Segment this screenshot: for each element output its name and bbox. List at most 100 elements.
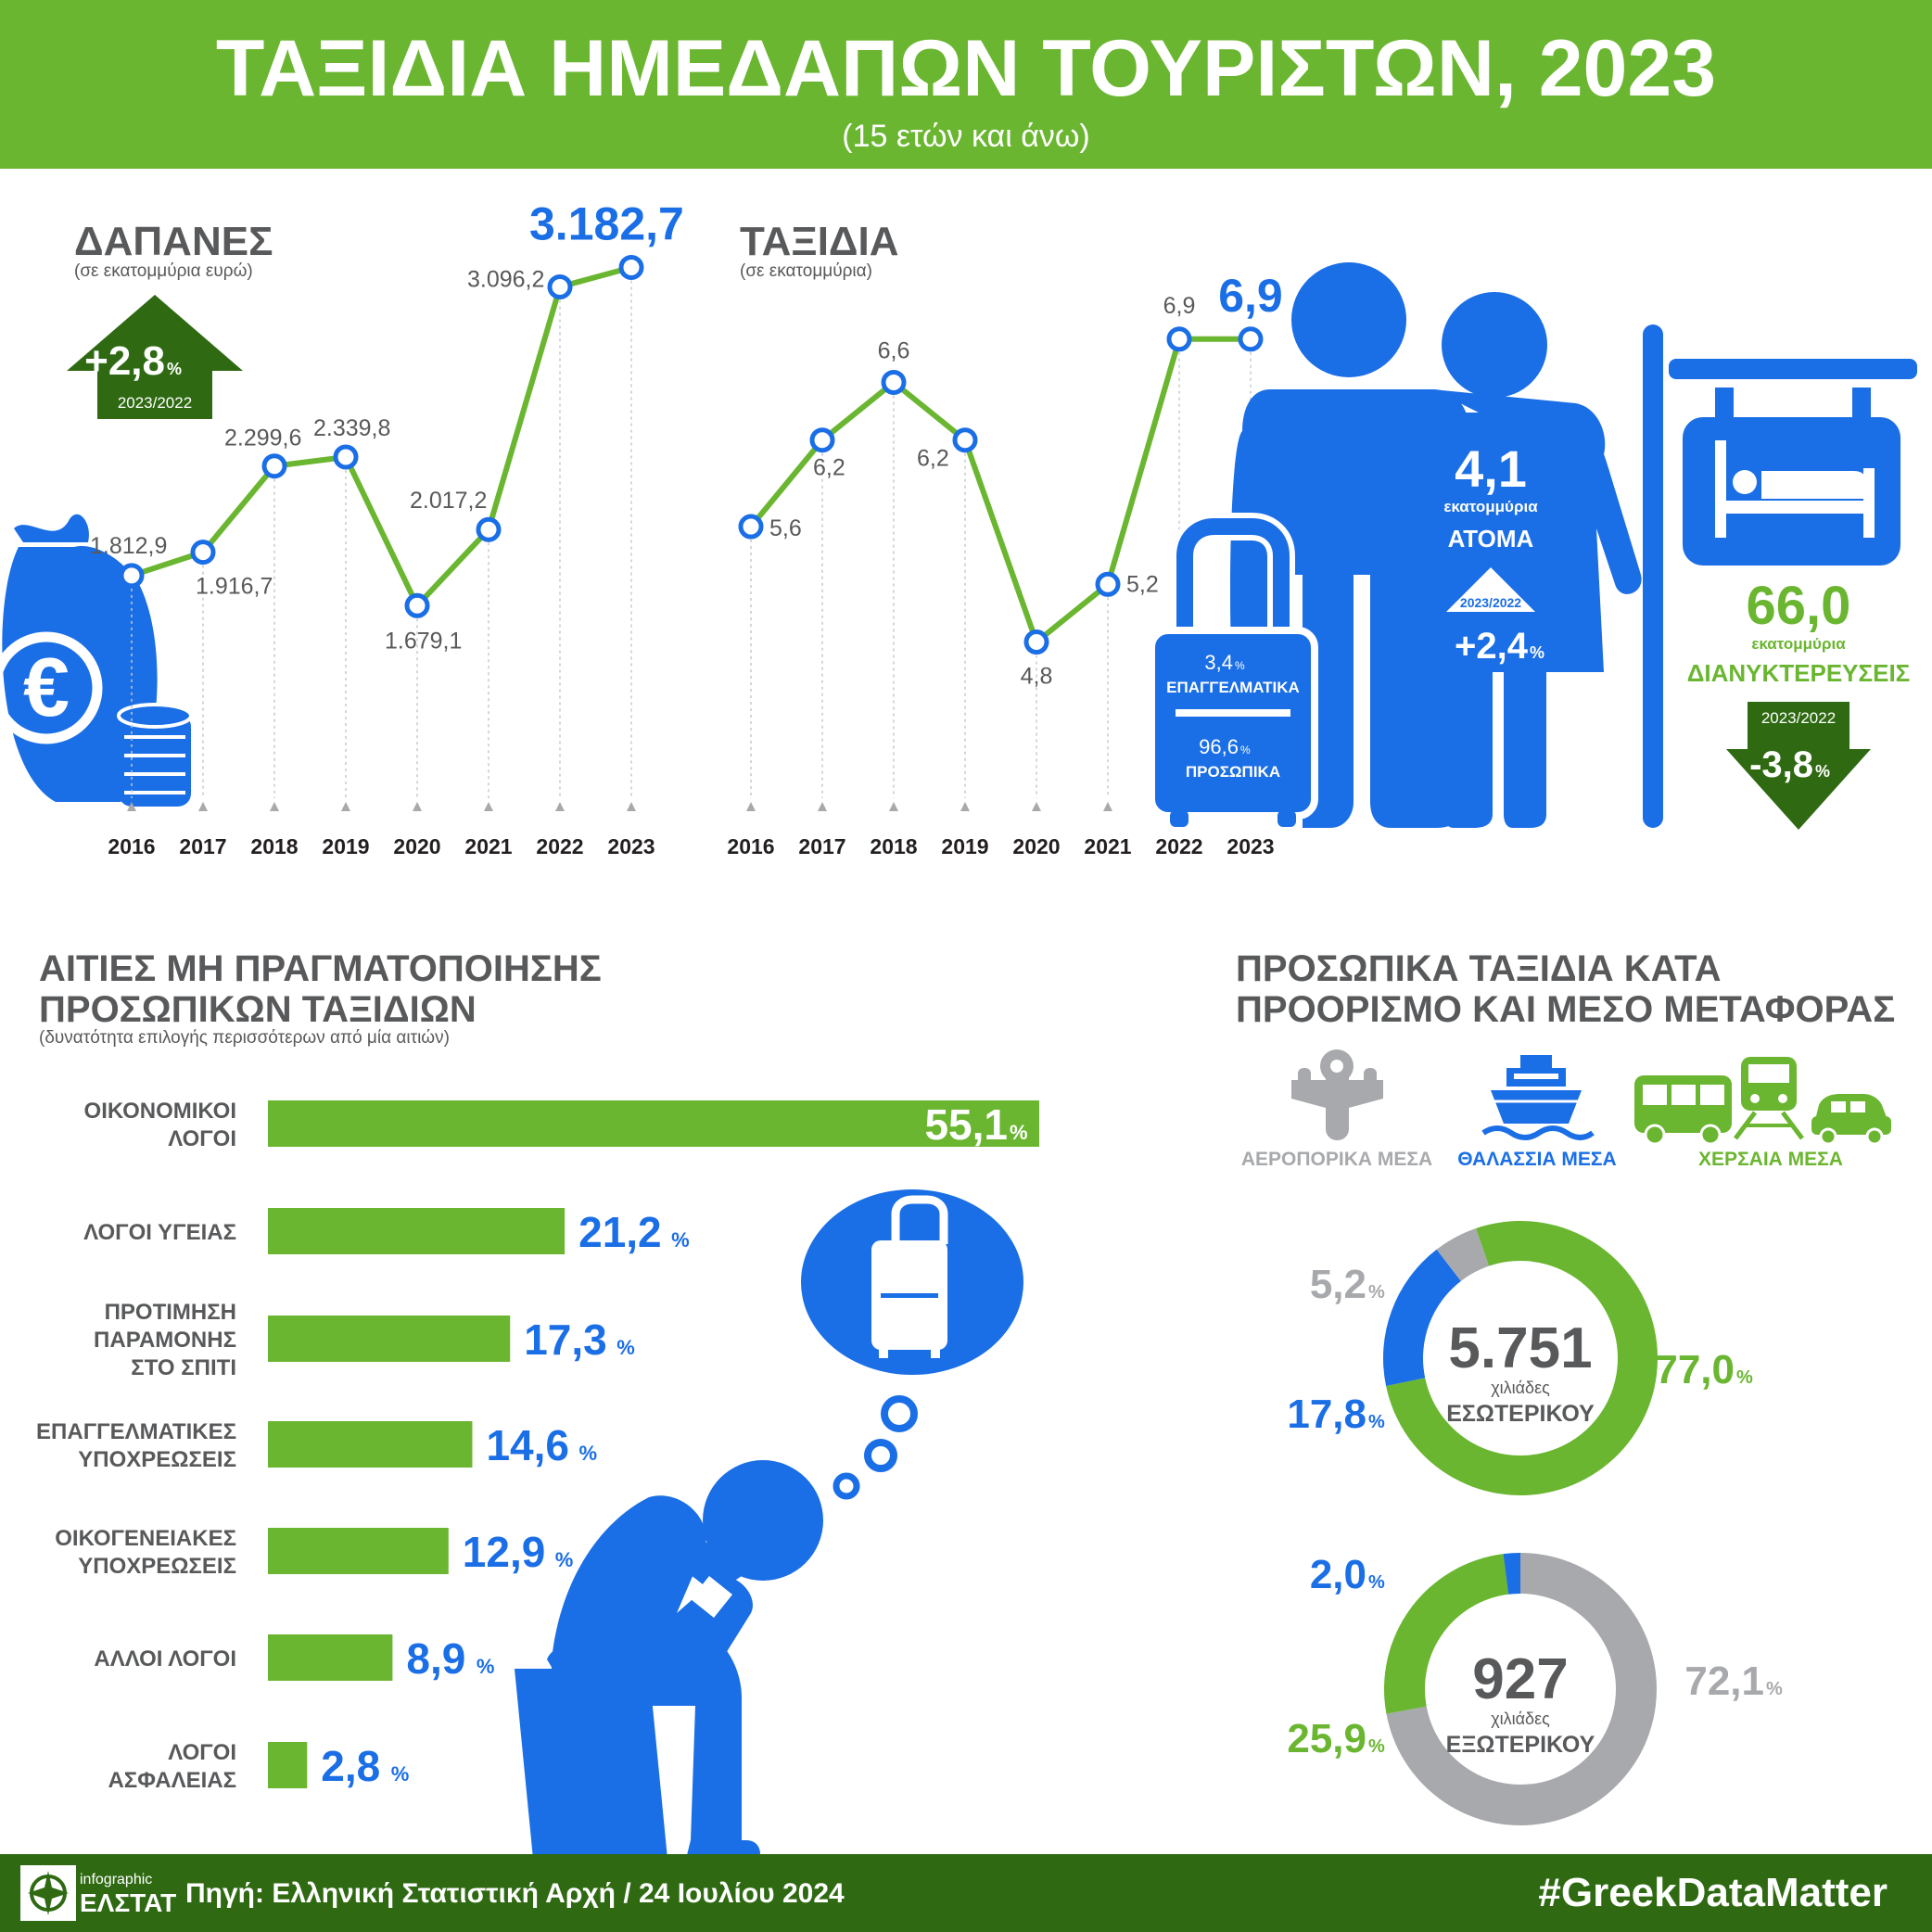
data-point	[952, 427, 978, 453]
coins-icon	[117, 703, 193, 807]
bar-value-unit: %	[1010, 1121, 1028, 1144]
overnights-unit: εκατομμύρια	[1751, 635, 1846, 653]
trips-title: ΤΑΞΙΔΙΑ	[740, 219, 899, 264]
bus-icon	[1634, 1075, 1732, 1146]
category-label: ΛΟΓΟΙ	[168, 1126, 236, 1151]
data-point	[809, 427, 835, 453]
donut-center-unit: χιλιάδες	[1491, 1379, 1550, 1397]
svg-text:€: €	[23, 642, 70, 734]
overnights-change-period: 2023/2022	[1761, 709, 1836, 727]
legend-sea-label: ΘΑΛΑΣΣΙΑ ΜΕΣΑ	[1457, 1149, 1616, 1170]
data-point	[738, 514, 764, 540]
data-label: 3.182,7	[529, 197, 684, 249]
donut-slice	[1436, 1227, 1489, 1281]
donut-value-label: 17,8	[1287, 1392, 1366, 1437]
spending-change-period: 2023/2022	[118, 394, 192, 412]
axis-tick-marker	[1103, 802, 1112, 811]
legend-land-label: ΧΕΡΣΑΙΑ ΜΕΣΑ	[1698, 1149, 1843, 1170]
logo-bottom-text: ΕΛΣΤΑΤ	[80, 1888, 176, 1917]
bar-value-label: 2,8	[321, 1742, 380, 1790]
axis-tick-marker	[484, 802, 493, 811]
car-icon	[1811, 1094, 1891, 1146]
axis-tick-marker	[889, 802, 898, 811]
x-tick-label: 2023	[1227, 834, 1274, 858]
data-label: 1.916,7	[196, 574, 273, 600]
donut-value-unit: %	[1368, 1572, 1385, 1593]
data-label: 6,9	[1218, 270, 1283, 322]
donut-slice	[1386, 1221, 1658, 1495]
bar-value-unit: %	[391, 1762, 410, 1786]
donut-center-value: 927	[1472, 1647, 1568, 1711]
personal-share-label: ΠΡΟΣΩΠΙΚΑ	[1186, 763, 1280, 781]
data-point	[333, 444, 359, 470]
donut-center-label: ΕΣΩΤΕΡΙΚΟΥ	[1446, 1401, 1595, 1427]
trips-line-chart: 2016 2017 2018 2019 2020 2021 2022 2023 5,6 6,2 6,…	[727, 270, 1282, 858]
donut-slice	[1384, 1554, 1509, 1714]
x-tick-label: 2019	[322, 834, 369, 858]
bar	[268, 1742, 308, 1788]
people-label: ΑΤΟΜΑ	[1448, 525, 1534, 553]
personal-share-unit: %	[1240, 744, 1251, 756]
header-band	[0, 0, 1932, 169]
data-label: 6,2	[813, 455, 845, 481]
airplane-icon	[1291, 1049, 1383, 1140]
category-label: ΥΠΟΧΡΕΩΣΕΙΣ	[78, 1554, 236, 1579]
page-subtitle: (15 ετών και άνω)	[842, 119, 1089, 154]
spending-change-arrow: +2,8 % 2023/2022	[67, 295, 243, 419]
axis-tick-marker	[341, 802, 350, 811]
overnights-change-unit: %	[1815, 762, 1830, 781]
data-point	[1166, 326, 1192, 352]
personal-share-value: 96,6	[1199, 735, 1239, 758]
category-label: ΥΠΟΧΡΕΩΣΕΙΣ	[78, 1447, 236, 1472]
bar-value-label: 8,9	[406, 1634, 465, 1683]
bar	[268, 1421, 473, 1468]
axis-tick-marker	[555, 802, 565, 811]
donut-value-label: 25,9	[1287, 1716, 1366, 1761]
people-change-arrow	[1446, 567, 1535, 612]
category-label: ΟΙΚΟΓΕΝΕΙΑΚΕΣ	[55, 1526, 236, 1551]
page-title: ΤΑΞΙΔΙΑ ΗΜΕΔΑΠΩΝ ΤΟΥΡΙΣΤΩΝ, 2023	[216, 24, 1716, 113]
overnights-value: 66,0	[1747, 576, 1851, 636]
donut-value-label: 5,2	[1310, 1262, 1366, 1307]
data-label: 6,9	[1163, 293, 1196, 319]
data-point	[261, 453, 287, 479]
donut-value-unit: %	[1368, 1412, 1385, 1432]
spending-title: ΔΑΠΑΝΕΣ	[74, 219, 273, 264]
data-label: 2.017,2	[410, 488, 487, 514]
data-point	[476, 516, 502, 542]
bar-value-label: 17,3	[524, 1316, 607, 1364]
spending-line-chart: 2016 2017 2018 2019 2020 2021 2022 2023 1.812,9 1…	[90, 197, 684, 858]
data-point	[547, 273, 573, 299]
donut-slice	[1503, 1553, 1520, 1595]
overnights-block: 66,0 εκατομμύρια ΔΙΑΝΥΚΤΕΡΕΥΣΕΙΣ 2023/20…	[1687, 576, 1910, 830]
elstat-logo-icon	[20, 1865, 76, 1921]
x-tick-label: 2018	[870, 834, 917, 858]
x-tick-label: 2020	[393, 834, 440, 858]
logo-top-text: infographic	[80, 1872, 152, 1888]
axis-tick-marker	[627, 802, 636, 811]
category-label: ΑΛΛΟΙ ΛΟΓΟΙ	[94, 1646, 236, 1671]
data-point	[881, 369, 907, 395]
data-label: 5,2	[1126, 571, 1159, 597]
x-tick-label: 2016	[727, 834, 774, 858]
bar	[268, 1208, 566, 1254]
transport-title-text: ΠΡΟΣΩΠΙΚΑ ΤΑΞΙΔΙΑ ΚΑΤΑ ΠΡΟΟΡΙΣΜΟ ΚΑΙ ΜΕΣΟ…	[1236, 948, 1895, 1030]
transport-title: ΠΡΟΣΩΠΙΚΑ ΤΑΞΙΔΙΑ ΚΑΤΑ ΠΡΟΟΡΙΣΜΟ ΚΑΙ ΜΕΣΟ…	[1236, 948, 1895, 1030]
bar	[268, 1528, 449, 1574]
business-share-unit: %	[1235, 659, 1245, 672]
axis-tick-marker	[127, 802, 136, 811]
bar-value-unit: %	[616, 1336, 635, 1359]
bar-value-label: 12,9	[463, 1528, 546, 1576]
x-tick-label: 2021	[1084, 834, 1131, 858]
x-tick-label: 2019	[941, 834, 988, 858]
x-tick-label: 2022	[536, 834, 583, 858]
category-label: ΣΤΟ ΣΠΙΤΙ	[131, 1355, 236, 1380]
footer-band	[0, 1854, 1932, 1932]
axis-tick-marker	[198, 802, 208, 811]
x-tick-label: 2020	[1012, 834, 1060, 858]
reasons-title: ΑΙΤΙΕΣ ΜΗ ΠΡΑΓΜΑΤΟΠΟΙΗΣΗΣ ΠΡΟΣΩΠΙΚΩΝ ΤΑΞΙ…	[39, 948, 602, 1030]
overnights-change-value: -3,8	[1749, 744, 1813, 785]
donut-value-label: 77,0	[1655, 1347, 1735, 1392]
